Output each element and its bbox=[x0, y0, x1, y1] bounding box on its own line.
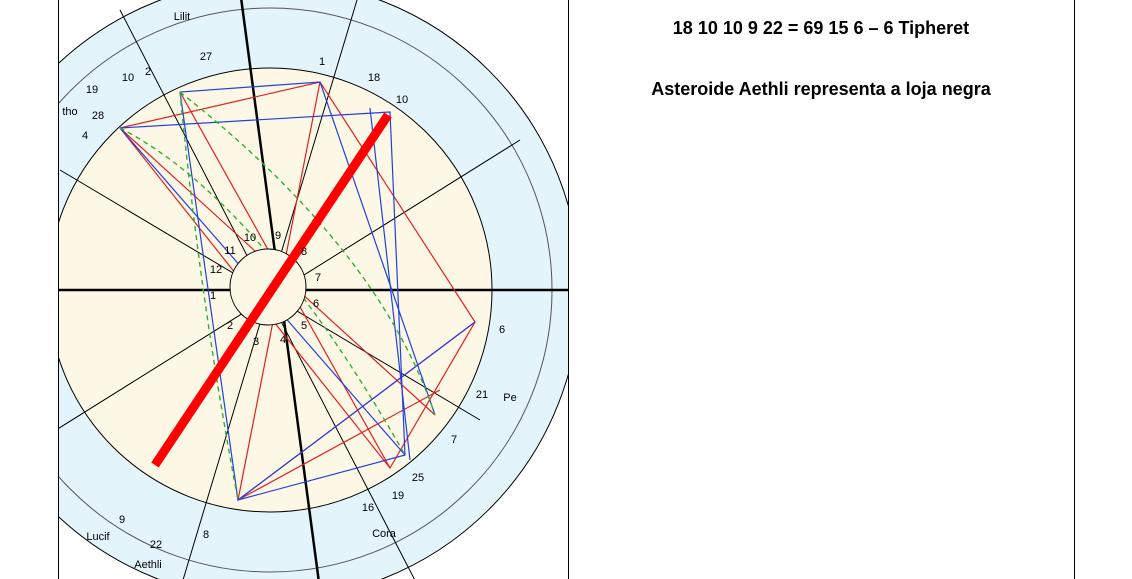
chart-label: 27 bbox=[200, 51, 212, 63]
chart-label: 10 bbox=[396, 94, 408, 106]
chart-label: 2 bbox=[227, 320, 233, 332]
chart-label: 21 bbox=[476, 389, 488, 401]
chart-label: Cora bbox=[372, 528, 397, 540]
cell-border bbox=[568, 0, 569, 579]
chart-label: 6 bbox=[313, 298, 319, 310]
chart-label: 16 bbox=[362, 502, 374, 514]
chart-label: 10 bbox=[122, 72, 134, 84]
chart-label: 1 bbox=[319, 56, 325, 68]
chart-label: tho bbox=[62, 106, 77, 118]
chart-label: 6 bbox=[499, 324, 505, 336]
chart-label: 4 bbox=[82, 130, 88, 142]
chart-label: 8 bbox=[301, 246, 307, 258]
chart-label: 9 bbox=[275, 230, 281, 242]
chart-label: 4 bbox=[280, 334, 286, 346]
chart-label: 8 bbox=[203, 529, 209, 541]
chart-label: 11 bbox=[224, 245, 235, 257]
chart-label: 19 bbox=[86, 84, 98, 96]
cell-border bbox=[1074, 0, 1075, 579]
chart-label: 7 bbox=[315, 272, 321, 284]
chart-label: 18 bbox=[368, 72, 380, 84]
chart-label: Lucif bbox=[86, 531, 110, 543]
chart-label: 10 bbox=[244, 232, 256, 244]
formula-text: 18 10 10 9 22 = 69 15 6 – 6 Tipheret bbox=[672, 18, 970, 38]
chart-label: Pe bbox=[503, 392, 516, 404]
chart-label: 9 bbox=[119, 514, 125, 526]
note-text: Asteroide Aethli representa a loja negra bbox=[651, 79, 991, 99]
cell-border bbox=[58, 0, 59, 579]
chart-label: 5 bbox=[301, 320, 307, 332]
chart-label: Aethli bbox=[134, 559, 162, 571]
chart-label: 25 bbox=[412, 472, 424, 484]
chart-label: 28 bbox=[92, 110, 104, 122]
chart-label: 2 bbox=[145, 66, 151, 78]
chart-label: 12 bbox=[210, 264, 222, 276]
chart-label: Lilit bbox=[174, 11, 191, 23]
chart-label: 22 bbox=[150, 539, 162, 551]
chart-label: 3 bbox=[253, 336, 259, 348]
chart-label: 1 bbox=[210, 290, 216, 302]
chart-label: 7 bbox=[451, 434, 457, 446]
chart-label: 19 bbox=[392, 490, 404, 502]
